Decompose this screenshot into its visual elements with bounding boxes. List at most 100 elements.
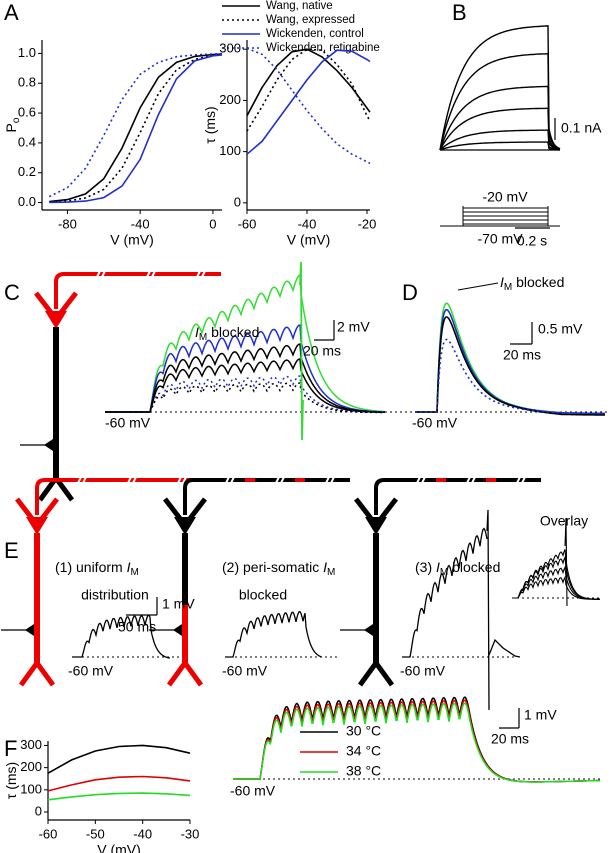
scale-label: 20 ms bbox=[303, 343, 341, 359]
y-axis-label: τ (ms) bbox=[3, 762, 19, 799]
baseline-label: -60 mV bbox=[105, 415, 151, 431]
trace bbox=[225, 611, 323, 658]
x-tick-label: -40 bbox=[131, 216, 150, 231]
x-tick-label: -40 bbox=[133, 826, 152, 841]
legend-label: 30 °C bbox=[346, 723, 381, 739]
data-line bbox=[49, 54, 223, 204]
condition-title: (2) peri-somatic IM bbox=[222, 559, 335, 578]
synapse bbox=[173, 624, 182, 636]
panel-label: D bbox=[402, 280, 418, 305]
baseline-label: -60 mV bbox=[222, 663, 268, 679]
x-tick-label: -50 bbox=[86, 826, 105, 841]
scale-label: 1 mV bbox=[524, 707, 557, 723]
spike bbox=[564, 517, 568, 607]
y-tick-label: 200 bbox=[219, 92, 241, 107]
dendrite-fork bbox=[357, 661, 379, 687]
break-mark bbox=[515, 474, 527, 486]
y-tick-label: 0.0 bbox=[18, 194, 36, 209]
panel-label: C bbox=[4, 280, 20, 305]
legend-label: Wickenden, control bbox=[266, 28, 364, 40]
y-axis-label-text: τ (ms) bbox=[202, 106, 218, 143]
dendrite bbox=[374, 478, 541, 515]
label-subscript: M bbox=[199, 332, 207, 343]
data-line bbox=[246, 49, 371, 155]
y-axis-label-text: P bbox=[3, 123, 19, 132]
x-axis-label: V (mV) bbox=[97, 842, 141, 853]
data-line bbox=[47, 792, 191, 801]
break-mark bbox=[415, 474, 427, 486]
panel-label: A bbox=[4, 0, 19, 25]
data-line bbox=[47, 775, 191, 792]
label-subscript: M bbox=[440, 567, 448, 578]
spike bbox=[486, 509, 490, 711]
trace bbox=[72, 614, 171, 659]
label-part: (3) bbox=[415, 559, 436, 575]
condition-title: (1) uniform IM bbox=[55, 559, 139, 578]
step-label: -20 mV bbox=[482, 189, 528, 205]
condition-title: (3) IM blocked bbox=[415, 559, 500, 578]
scale-label: 20 ms bbox=[491, 731, 529, 747]
dendrite bbox=[35, 478, 202, 515]
label-subscript: M bbox=[504, 282, 512, 293]
synapse bbox=[25, 624, 34, 636]
condition-subtitle: distribution bbox=[81, 587, 149, 603]
scale-label: 50 ms bbox=[118, 619, 156, 635]
overlay-label: Overlay bbox=[540, 513, 588, 529]
scale-label: 1 mV bbox=[162, 596, 195, 612]
break-mark bbox=[145, 268, 157, 280]
scale-label: 2 mV bbox=[337, 319, 370, 335]
x-tick-label: -80 bbox=[58, 216, 77, 231]
annotation: IM blocked bbox=[500, 274, 564, 293]
y-axis-label-text: τ (ms) bbox=[3, 762, 19, 799]
scale-label: 0.5 mV bbox=[538, 321, 583, 337]
panel-label: F bbox=[4, 736, 17, 761]
label-symbol: I bbox=[323, 559, 327, 575]
break-mark bbox=[195, 268, 207, 280]
data-line bbox=[246, 47, 371, 165]
scale-label: 0.1 nA bbox=[561, 120, 602, 136]
break-mark bbox=[324, 474, 336, 486]
y-tick-label: 200 bbox=[20, 759, 42, 774]
y-tick-label: 100 bbox=[219, 143, 241, 158]
break-mark bbox=[465, 474, 477, 486]
y-tick-label: 0.8 bbox=[18, 75, 36, 90]
break-mark bbox=[224, 474, 236, 486]
label-subscript: M bbox=[130, 567, 138, 578]
data-line bbox=[49, 53, 223, 203]
step-label: -70 mV bbox=[477, 231, 523, 247]
break-mark bbox=[126, 474, 138, 486]
data-line bbox=[47, 744, 191, 774]
break-mark bbox=[95, 268, 107, 280]
y-tick-label: 0.4 bbox=[18, 134, 36, 149]
dendrite-fork bbox=[166, 661, 188, 687]
x-tick-label: -60 bbox=[39, 826, 58, 841]
label-symbol: I bbox=[500, 274, 504, 290]
legend-label: Wickenden, retigabine bbox=[266, 42, 380, 54]
break-mark bbox=[274, 474, 286, 486]
y-tick-label: 100 bbox=[20, 781, 42, 796]
label-part: (1) uniform bbox=[55, 559, 127, 575]
trace bbox=[402, 527, 488, 658]
annotation: IM blocked bbox=[195, 324, 259, 343]
label-symbol: I bbox=[436, 559, 440, 575]
y-tick-label: 300 bbox=[219, 41, 241, 56]
dendrite-fork bbox=[34, 661, 56, 687]
label-symbol: I bbox=[127, 559, 131, 575]
baseline-label: -60 mV bbox=[230, 783, 276, 799]
trace bbox=[512, 575, 600, 600]
scale-label: 0.2 s bbox=[517, 233, 547, 249]
label-symbol: I bbox=[195, 324, 199, 340]
x-tick-label: -30 bbox=[181, 826, 200, 841]
spike bbox=[299, 261, 304, 441]
y-tick-label: 1.0 bbox=[18, 45, 36, 60]
label-subscript: M bbox=[327, 567, 335, 578]
trace bbox=[415, 338, 605, 415]
baseline-label: -60 mV bbox=[68, 663, 114, 679]
label-part: blocked bbox=[512, 274, 564, 290]
y-tick-label: 0.2 bbox=[18, 164, 36, 179]
legend-label: Wang, expressed bbox=[266, 14, 355, 26]
annotation-line bbox=[457, 282, 499, 291]
trace bbox=[233, 702, 600, 783]
y-tick-label: 300 bbox=[20, 737, 42, 752]
scale-label: 20 ms bbox=[503, 347, 541, 363]
